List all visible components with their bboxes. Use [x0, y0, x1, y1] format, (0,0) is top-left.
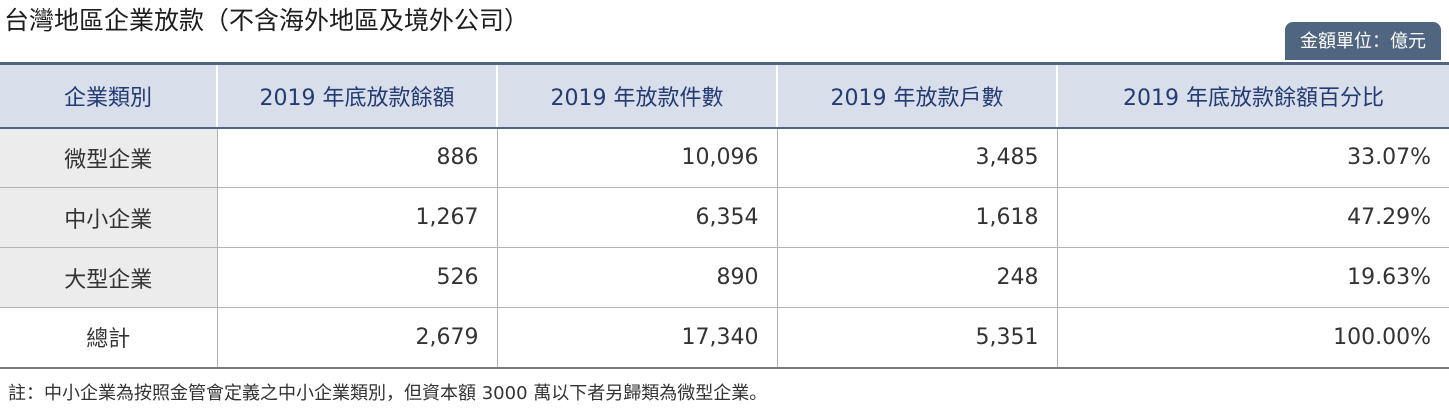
cell-account-count: 5,351: [776, 307, 1057, 369]
table-row: 中小企業 1,267 6,354 1,618 47.29%: [0, 187, 1449, 248]
footnote: 註：中小企業為按照金管會定義之中小企業類別，但資本額 3000 萬以下者另歸類為…: [8, 383, 768, 404]
cell-account-count: 248: [776, 247, 1057, 308]
cell-balance: 886: [216, 127, 497, 188]
cell-balance: 1,267: [216, 187, 497, 248]
table-row: 微型企業 886 10,096 3,485 33.07%: [0, 127, 1449, 188]
cell-loan-count: 10,096: [496, 127, 777, 188]
header-account-count: 2019 年放款戶數: [776, 62, 1057, 129]
unit-badge: 金額單位：億元: [1285, 22, 1441, 60]
cell-percentage: 100.00%: [1056, 307, 1449, 369]
cell-loan-count: 6,354: [496, 187, 777, 248]
row-category: 總計: [0, 307, 217, 369]
row-category: 大型企業: [0, 247, 217, 308]
cell-account-count: 1,618: [776, 187, 1057, 248]
cell-account-count: 3,485: [776, 127, 1057, 188]
cell-percentage: 33.07%: [1056, 127, 1449, 188]
cell-percentage: 19.63%: [1056, 247, 1449, 308]
cell-percentage: 47.29%: [1056, 187, 1449, 248]
table-header-row: 企業類別 2019 年底放款餘額 2019 年放款件數 2019 年放款戶數 2…: [0, 62, 1449, 129]
page-title: 台灣地區企業放款（不含海外地區及境外公司）: [4, 6, 530, 35]
cell-loan-count: 17,340: [496, 307, 777, 369]
header-loan-count: 2019 年放款件數: [496, 62, 777, 129]
row-category: 中小企業: [0, 187, 217, 248]
loan-table: 企業類別 2019 年底放款餘額 2019 年放款件數 2019 年放款戶數 2…: [0, 62, 1449, 369]
header-percentage: 2019 年底放款餘額百分比: [1056, 62, 1449, 129]
table-total-row: 總計 2,679 17,340 5,351 100.00%: [0, 307, 1449, 369]
header-category: 企業類別: [0, 62, 217, 129]
row-category: 微型企業: [0, 127, 217, 188]
cell-balance: 526: [216, 247, 497, 308]
table-row: 大型企業 526 890 248 19.63%: [0, 247, 1449, 308]
cell-balance: 2,679: [216, 307, 497, 369]
cell-loan-count: 890: [496, 247, 777, 308]
header-balance: 2019 年底放款餘額: [216, 62, 497, 129]
